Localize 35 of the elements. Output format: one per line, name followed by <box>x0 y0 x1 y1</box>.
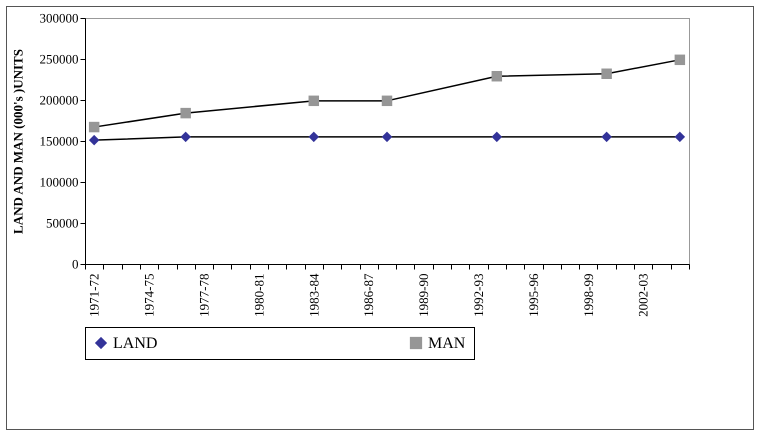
x-tick-label: 1983-84 <box>306 273 322 317</box>
x-tick-label: 1989-90 <box>416 274 432 317</box>
point <box>492 70 502 82</box>
point <box>308 96 320 106</box>
x-tick-label: 1998-99 <box>580 274 596 317</box>
point <box>180 132 191 142</box>
point <box>308 132 320 142</box>
point <box>88 134 100 146</box>
y-tick-label: 50000 <box>46 216 78 230</box>
y-axis-title: LAND AND MAN (000's )UNITS <box>10 49 26 234</box>
x-tick-label: 1974-75 <box>142 274 157 317</box>
x-tick-label: 1971-72 <box>86 274 102 317</box>
legend-label: LAND <box>113 335 158 352</box>
point <box>492 132 502 142</box>
point <box>382 96 392 106</box>
y-tick-label: 300000 <box>40 10 78 26</box>
x-tick-label: 2002-03 <box>636 274 651 317</box>
x-tick-label: 1992-93 <box>471 274 486 317</box>
y-tick-label: 200000 <box>40 92 78 108</box>
point <box>674 54 686 66</box>
y-tick-label: 100000 <box>40 174 78 190</box>
point <box>382 132 392 142</box>
y-tick-label: 150000 <box>40 134 78 148</box>
x-tick-label: 1977-78 <box>196 274 212 317</box>
point <box>601 68 612 80</box>
point <box>180 108 191 118</box>
point <box>88 122 100 132</box>
x-tick-label: 1980-81 <box>251 274 266 317</box>
point <box>601 132 612 142</box>
x-tick-label: 1986-87 <box>361 273 376 317</box>
legend-label: MAN <box>428 335 466 352</box>
point <box>674 132 686 142</box>
y-tick-label: 250000 <box>40 52 78 66</box>
x-tick-label: 1995-96 <box>526 273 541 317</box>
y-tick-label: 0 <box>72 256 78 272</box>
